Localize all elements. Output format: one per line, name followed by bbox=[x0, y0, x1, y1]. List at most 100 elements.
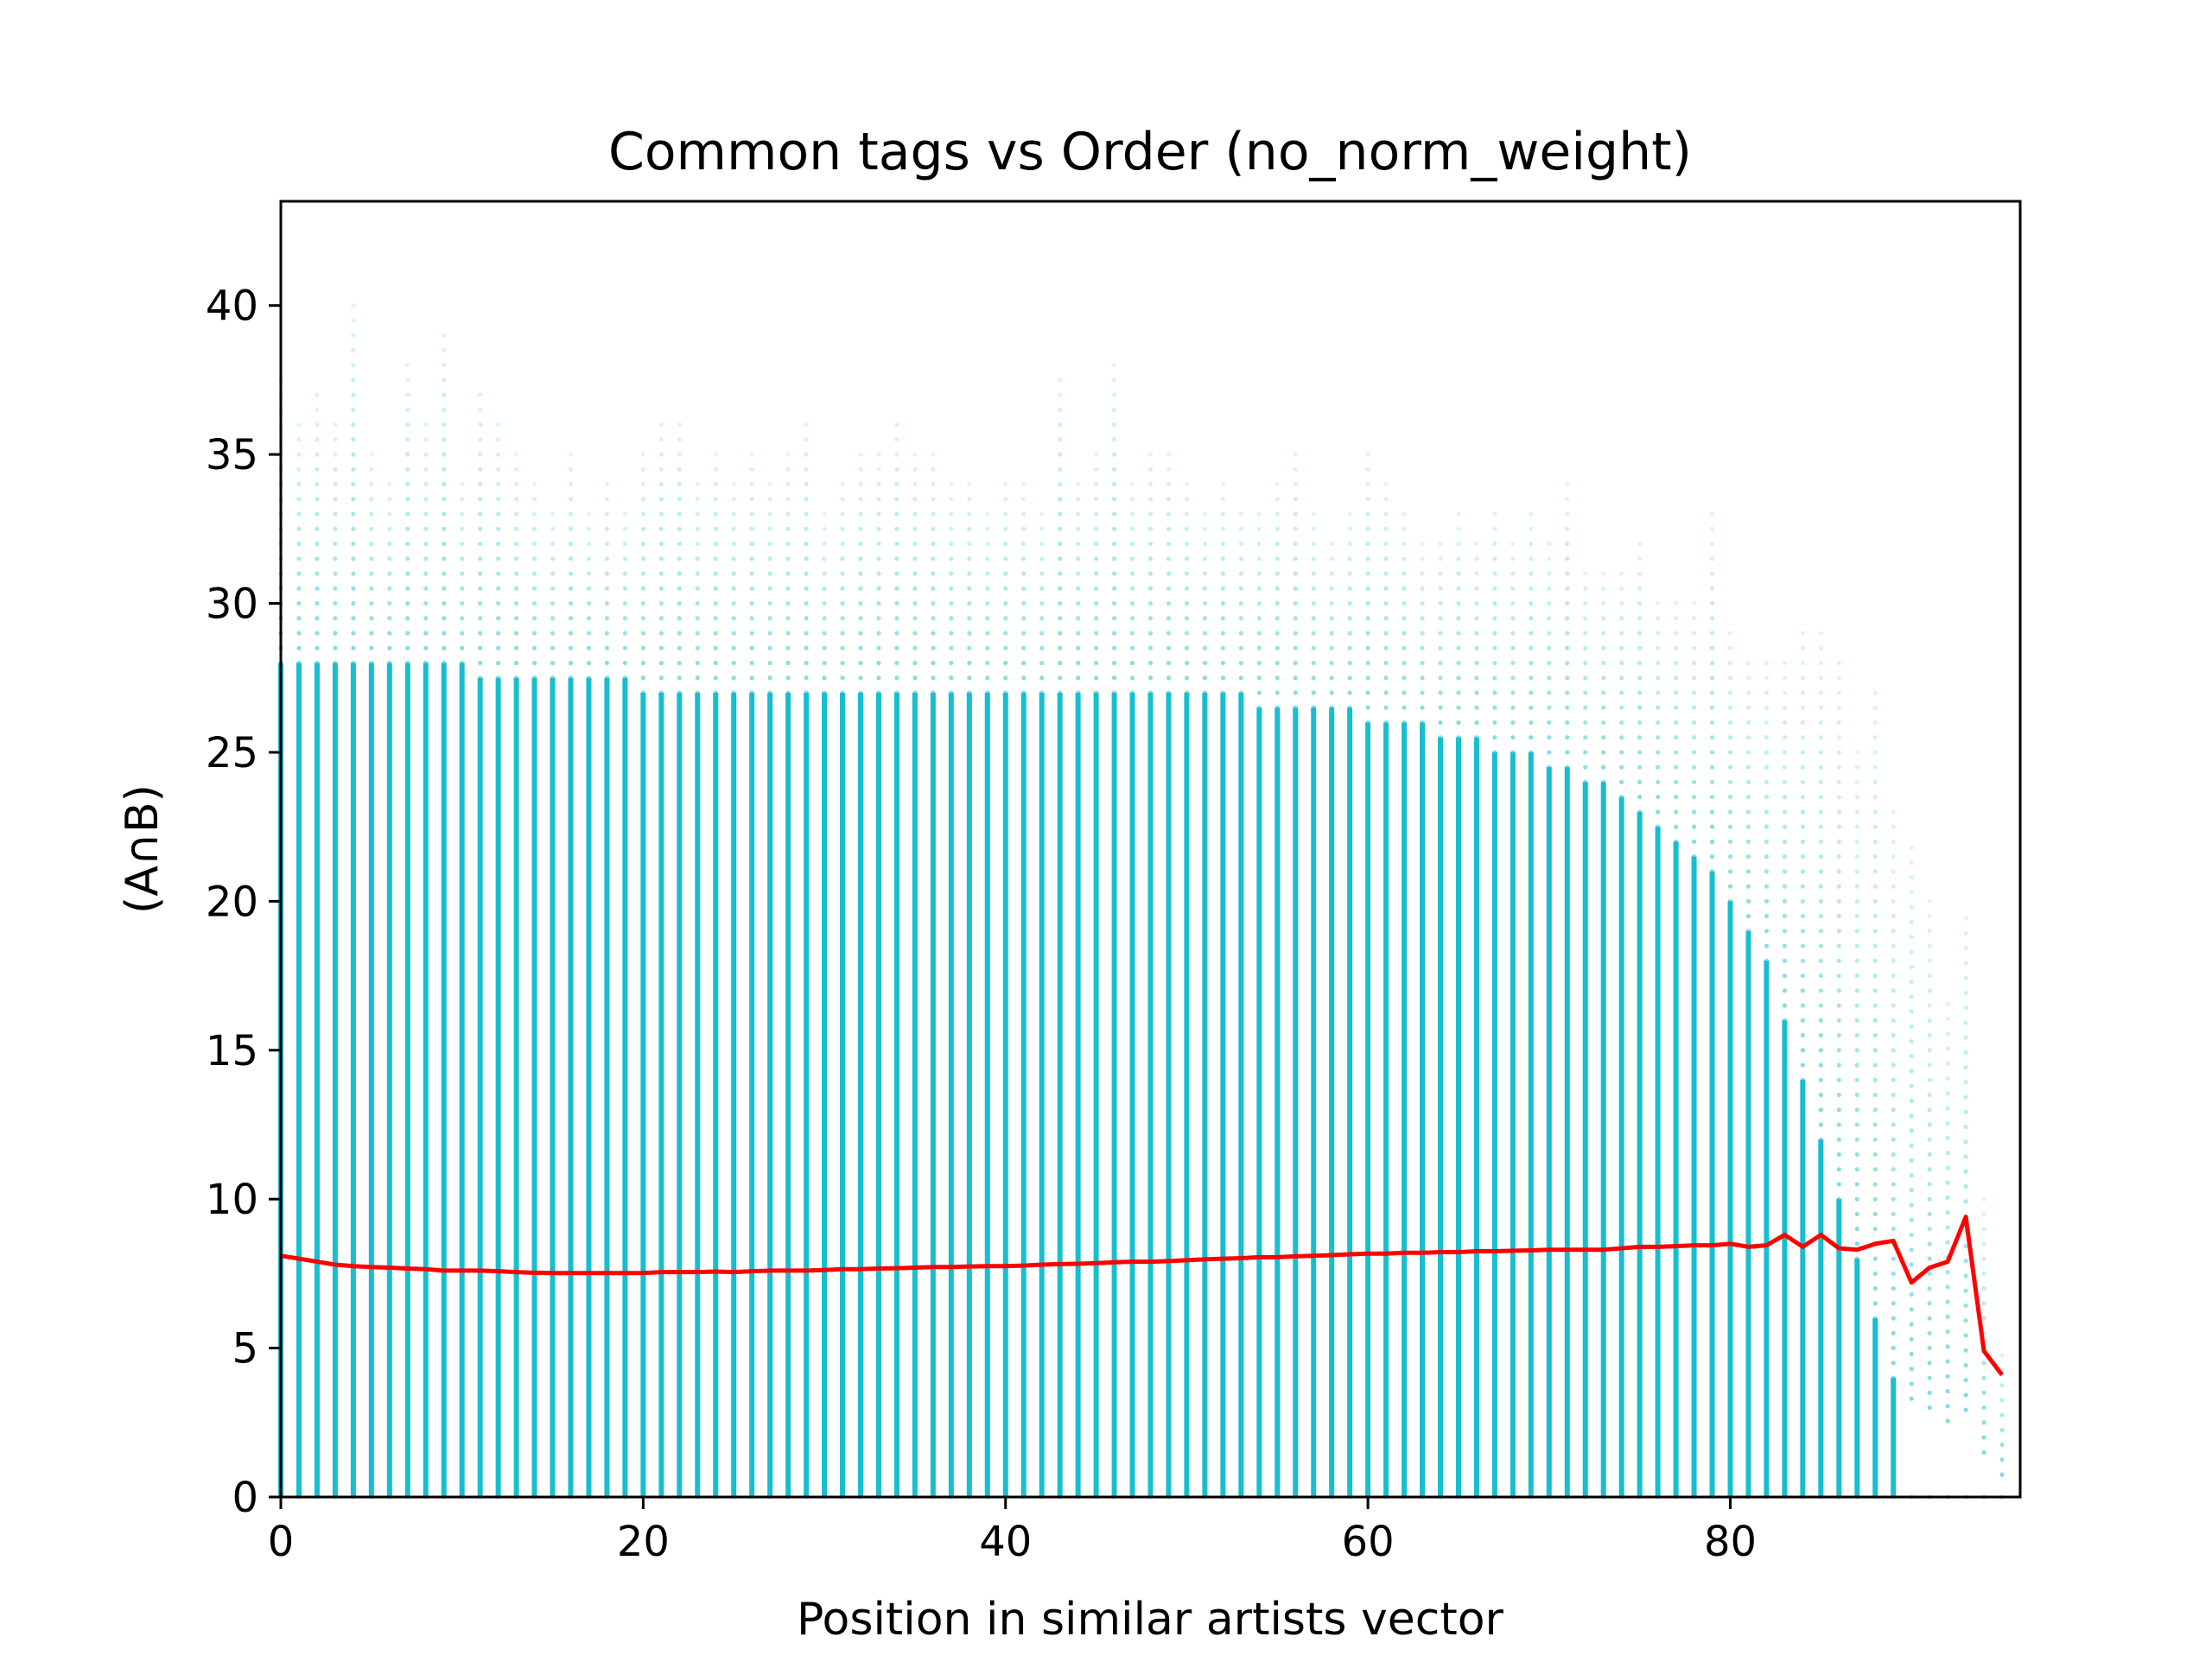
scatter-point bbox=[1963, 946, 1968, 951]
scatter-point bbox=[1547, 735, 1552, 740]
scatter-point bbox=[1420, 720, 1425, 726]
scatter-point bbox=[351, 303, 356, 308]
scatter-point bbox=[894, 645, 899, 650]
scatter-point bbox=[586, 586, 592, 591]
scatter-point bbox=[1872, 750, 1878, 755]
scatter-point bbox=[1238, 645, 1243, 650]
scatter-point bbox=[1402, 616, 1407, 621]
scatter-point bbox=[1782, 705, 1788, 710]
scatter-point bbox=[1909, 1128, 1914, 1133]
scatter-point bbox=[1166, 676, 1172, 681]
scatter-point bbox=[1583, 690, 1588, 695]
scatter-point bbox=[296, 645, 302, 650]
scatter-point bbox=[1673, 809, 1679, 815]
scatter-point bbox=[586, 511, 592, 517]
scatter-point bbox=[1583, 676, 1588, 681]
scatter-point bbox=[785, 600, 791, 606]
scatter-point bbox=[442, 511, 447, 517]
scatter-point bbox=[586, 571, 592, 576]
scatter-point bbox=[1093, 586, 1099, 591]
scatter-point bbox=[622, 541, 628, 547]
scatter-point bbox=[912, 556, 918, 561]
scatter-point bbox=[1818, 764, 1823, 770]
scatter-point bbox=[1945, 1210, 1950, 1215]
scatter-point bbox=[1872, 1211, 1878, 1217]
scatter-point bbox=[1836, 869, 1841, 874]
scatter-point bbox=[622, 645, 628, 650]
scatter-point bbox=[1854, 1122, 1859, 1127]
scatter-point bbox=[912, 586, 918, 591]
scatter-point bbox=[1854, 973, 1859, 979]
scatter-point bbox=[1963, 1154, 1968, 1159]
scatter-point bbox=[1673, 824, 1679, 829]
scatter-point bbox=[1039, 690, 1045, 695]
scatter-point bbox=[749, 676, 754, 681]
scatter-point bbox=[1256, 660, 1262, 666]
scatter-point bbox=[1891, 1301, 1896, 1306]
scatter-point bbox=[985, 690, 990, 695]
scatter-point bbox=[822, 600, 827, 606]
scatter-point bbox=[1438, 616, 1443, 621]
scatter-point bbox=[1800, 988, 1805, 993]
scatter-point bbox=[1854, 1018, 1859, 1023]
scatter-point bbox=[1927, 913, 1932, 919]
scatter-point bbox=[967, 631, 972, 636]
scatter-point bbox=[931, 631, 936, 636]
scatter-point bbox=[1637, 795, 1643, 800]
scatter-point bbox=[296, 437, 302, 442]
scatter-point bbox=[1293, 571, 1298, 576]
scatter-point bbox=[1891, 1063, 1896, 1068]
scatter-point bbox=[387, 631, 392, 636]
scatter-point bbox=[622, 586, 628, 591]
scatter-point bbox=[1800, 1018, 1805, 1023]
scatter-point bbox=[1293, 556, 1298, 561]
scatter-point bbox=[1891, 973, 1896, 979]
scatter-point bbox=[1347, 690, 1352, 695]
scatter-point bbox=[1003, 511, 1008, 517]
scatter-point bbox=[677, 422, 682, 428]
scatter-point bbox=[460, 497, 465, 502]
scatter-point bbox=[1238, 676, 1243, 681]
scatter-point bbox=[1220, 660, 1225, 666]
scatter-point bbox=[1891, 824, 1896, 829]
scatter-point bbox=[713, 571, 718, 576]
scatter-point bbox=[1256, 705, 1262, 710]
scatter-point bbox=[1003, 497, 1008, 502]
scatter-point bbox=[604, 541, 610, 547]
scatter-point bbox=[1854, 943, 1859, 948]
scatter-point bbox=[677, 452, 682, 457]
scatter-point bbox=[405, 616, 410, 621]
scatter-point bbox=[1329, 631, 1334, 636]
scatter-point bbox=[1274, 571, 1280, 576]
scatter-point bbox=[550, 571, 556, 576]
scatter-point bbox=[1058, 481, 1063, 487]
scatter-point bbox=[1274, 497, 1280, 502]
scatter-point bbox=[1129, 616, 1135, 621]
scatter-point bbox=[1456, 676, 1461, 681]
scatter-point bbox=[1818, 1003, 1823, 1008]
scatter-point bbox=[1365, 705, 1370, 710]
scatter-point bbox=[1764, 705, 1770, 710]
scatter-point bbox=[387, 497, 392, 502]
scatter-point bbox=[604, 676, 610, 681]
scatter-point bbox=[894, 660, 899, 666]
scatter-point bbox=[1058, 556, 1063, 561]
scatter-point bbox=[478, 466, 483, 472]
scatter-point bbox=[442, 556, 447, 561]
scatter-point bbox=[1854, 958, 1859, 963]
scatter-point bbox=[1238, 526, 1243, 531]
scatter-point bbox=[1565, 571, 1570, 576]
scatter-point bbox=[1945, 1359, 1950, 1364]
scatter-point bbox=[1492, 690, 1497, 695]
scatter-point bbox=[531, 571, 537, 576]
scatter-point bbox=[1547, 645, 1552, 650]
x-tick-label: 20 bbox=[617, 1518, 670, 1566]
scatter-point bbox=[1003, 526, 1008, 531]
y-tick-label: 5 bbox=[232, 1325, 258, 1373]
scatter-point bbox=[1129, 497, 1135, 502]
scatter-point bbox=[1872, 913, 1878, 919]
scatter-point bbox=[858, 497, 863, 502]
scatter-point bbox=[1836, 1167, 1841, 1172]
scatter-point bbox=[1383, 676, 1389, 681]
scatter-point bbox=[1945, 1195, 1950, 1201]
